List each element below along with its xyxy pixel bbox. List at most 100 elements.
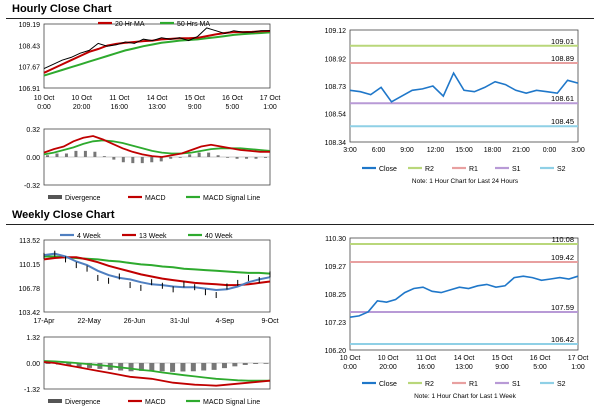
divergence-bar — [102, 156, 106, 157]
x-tick-label: 14 Oct — [454, 355, 475, 362]
divergence-bar — [74, 150, 78, 157]
x-tick-label: 17-Apr — [33, 318, 55, 325]
weekly-level-label: 107.59 — [551, 303, 574, 312]
x-tick-label: 22-May — [78, 318, 102, 325]
divergence-bar — [83, 150, 87, 157]
hourly-macd-chart: 0.32 0.00 -0.32 Divergence MACD MACD Signal L… — [24, 127, 271, 202]
x-tick-label: 10 Oct — [34, 95, 55, 102]
x-tick-label: 16 Oct — [222, 95, 243, 102]
x-tick-label: 10 Oct — [71, 95, 92, 102]
signal-line — [43, 360, 270, 382]
y-tick-label: 108.54 — [325, 111, 347, 118]
plot-frame — [43, 23, 271, 89]
divergence-bar — [197, 152, 201, 157]
divergence-bar — [150, 157, 154, 163]
legend-swatch — [48, 195, 62, 199]
y-tick-label: 108.25 — [325, 292, 347, 299]
x-tick-label: 4-Sep — [215, 318, 234, 325]
weekly-level-label: 109.42 — [551, 253, 574, 262]
divergence-bar — [253, 363, 259, 364]
x-tick-label: 0:00 — [37, 104, 51, 111]
legend-label: S1 — [512, 381, 521, 388]
hourly-level-label: 108.61 — [551, 94, 574, 103]
legend-label: S2 — [557, 166, 566, 173]
hourly-level-label: 108.89 — [551, 54, 574, 63]
legend-label: R1 — [469, 166, 478, 173]
weekly-note: Note: 1 Hour Chart for Last 1 Week — [414, 393, 517, 400]
x-tick-label: 9-Oct — [261, 318, 278, 325]
x-tick-label: 5:00 — [533, 364, 547, 371]
divergence-bar — [138, 363, 144, 371]
x-tick-label: 26-Jun — [124, 318, 146, 325]
x-tick-label: 18:00 — [484, 147, 502, 154]
legend-label: R2 — [425, 381, 434, 388]
macd-line — [43, 361, 271, 387]
divergence-bar — [178, 157, 182, 158]
divergence-bar — [211, 363, 217, 370]
x-tick-label: 1:00 — [263, 104, 277, 111]
legend-swatch — [48, 399, 62, 403]
y-tick-label: 108.43 — [19, 43, 41, 50]
divergence-bar — [170, 363, 176, 372]
divergence-bar — [131, 157, 135, 164]
x-tick-label: 3:00 — [343, 147, 357, 154]
divergence-bar — [207, 152, 211, 157]
y-tick-label: 107.23 — [325, 320, 347, 327]
hourly-price-chart: 109.19 108.43 107.67 106.91 10 Oct 0:00 10 Oct… — [19, 21, 281, 111]
x-tick-label: 9:00 — [495, 364, 509, 371]
x-tick-label: 14 Oct — [147, 95, 168, 102]
legend-label: S1 — [512, 166, 521, 173]
x-tick-label: 11 Oct — [416, 355, 436, 362]
legend-label: MACD Signal Line — [203, 399, 260, 406]
weekly-close-chart: 110.30 109.27 108.25 107.23 106.20 110.08 109.… — [325, 235, 589, 400]
x-tick-label: 9:00 — [188, 104, 202, 111]
x-tick-label: 20:00 — [379, 364, 397, 371]
plot-frame — [43, 239, 271, 313]
signal-line — [43, 139, 271, 156]
legend-label: S2 — [557, 381, 566, 388]
divergence-bar — [66, 363, 72, 366]
x-tick-label: 13:00 — [148, 104, 166, 111]
x-tick-label: 31-Jul — [170, 318, 190, 325]
divergence-bar — [159, 157, 163, 162]
x-tick-label: 12:00 — [427, 147, 445, 154]
divergence-bar — [188, 154, 192, 157]
divergence-bar — [121, 157, 125, 163]
hourly-close-line — [349, 71, 579, 103]
x-tick-label: 10 Oct — [340, 355, 361, 362]
weekly-macd-chart: 1.32 0.00 -1.32 Divergence MACD MACD Signal L… — [24, 335, 271, 406]
x-tick-label: 21:00 — [512, 147, 530, 154]
y-tick-label: 109.19 — [19, 22, 41, 29]
x-tick-label: 0:00 — [343, 364, 357, 371]
divergence-bar — [45, 363, 51, 364]
price-line — [43, 27, 270, 70]
hourly-level-label: 108.45 — [551, 117, 574, 126]
macd-line — [43, 135, 270, 158]
y-tick-label: 106.78 — [19, 286, 41, 293]
y-tick-label: 0.00 — [26, 155, 40, 162]
divergence-bar — [226, 157, 230, 158]
x-tick-label: 0:00 — [543, 147, 557, 154]
weekly-level-label: 106.42 — [551, 335, 574, 344]
legend-label: Close — [379, 166, 397, 173]
y-tick-label: 108.92 — [325, 57, 347, 64]
x-tick-label: 9:00 — [400, 147, 414, 154]
ma20-line — [43, 30, 271, 74]
legend-label: MACD — [145, 399, 166, 406]
divergence-bar — [46, 155, 49, 157]
plot-frame — [349, 237, 579, 351]
y-tick-label: 107.67 — [19, 65, 41, 72]
legend-label: 40 Week — [205, 233, 233, 240]
divergence-bar — [221, 363, 227, 369]
weekly-section-title: Weekly Close Chart — [12, 209, 115, 221]
y-tick-label: 109.12 — [325, 28, 347, 35]
y-tick-label: 109.27 — [325, 264, 347, 271]
x-tick-label: 5:00 — [226, 104, 240, 111]
legend-label: Close — [379, 381, 397, 388]
divergence-bar — [159, 363, 165, 372]
x-tick-label: 15 Oct — [184, 95, 205, 102]
divergence-bar — [112, 157, 116, 160]
y-tick-label: 108.34 — [325, 140, 347, 147]
hourly-section-title: Hourly Close Chart — [12, 3, 112, 15]
hourly-note: Note: 1 Hour Chart for Last 24 Hours — [412, 178, 519, 185]
